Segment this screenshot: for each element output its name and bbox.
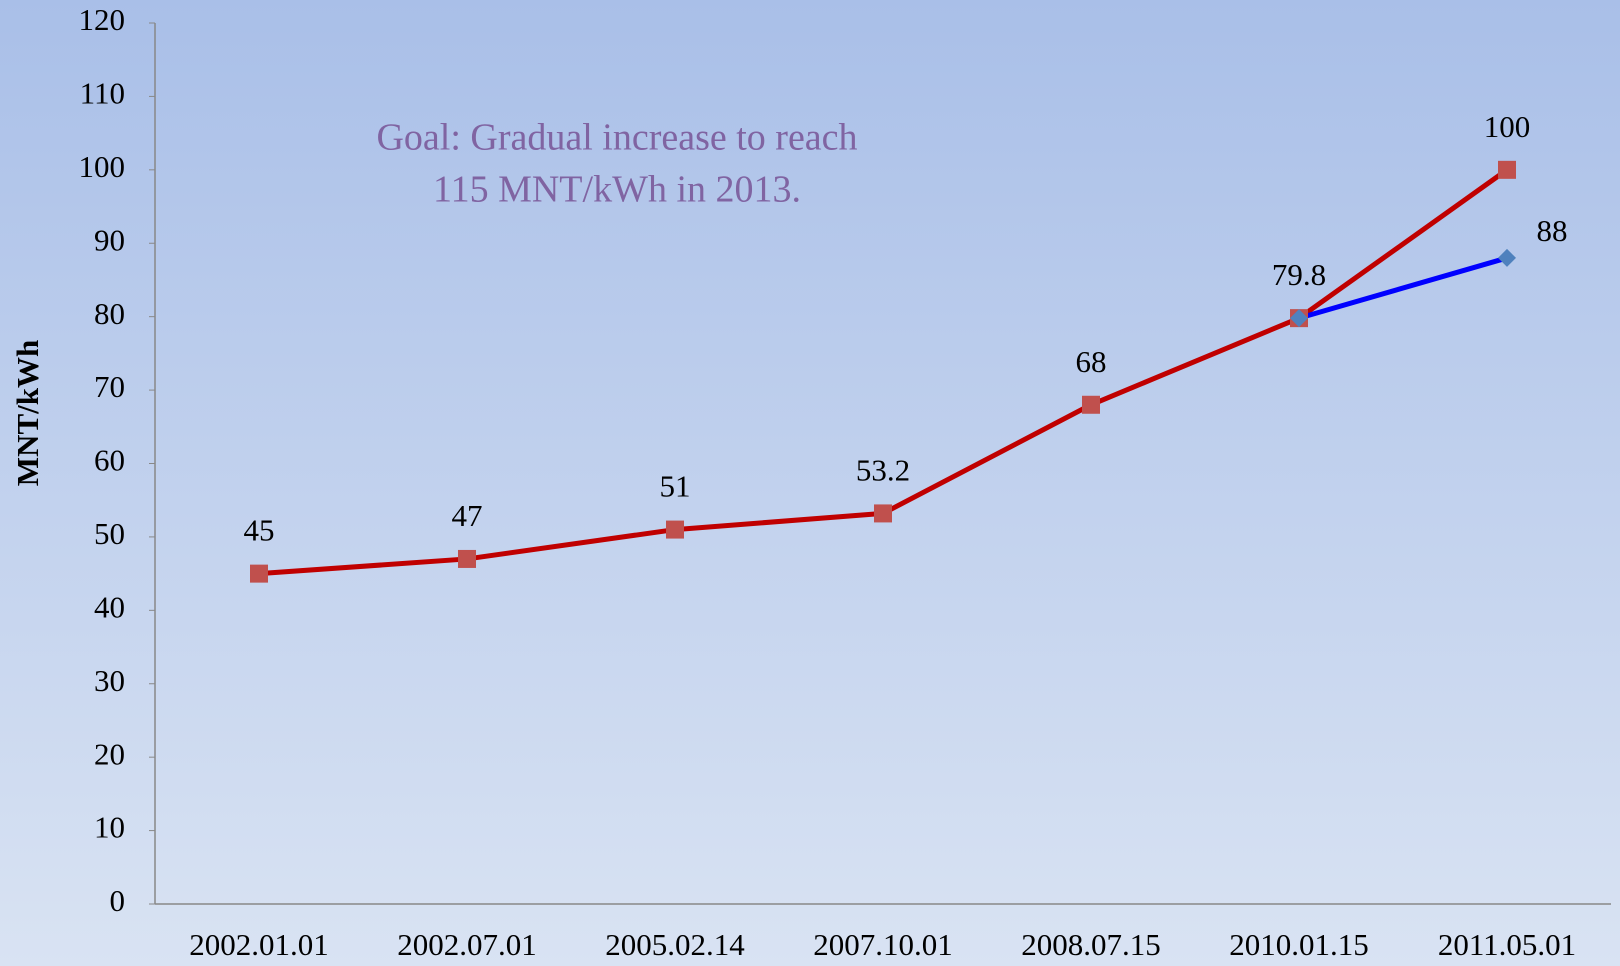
annotation: Goal: Gradual increase to reach bbox=[376, 117, 857, 159]
marker bbox=[666, 520, 684, 539]
annotation: 115 MNT/kWh in 2013. bbox=[433, 169, 801, 211]
data-label: 100 bbox=[1484, 109, 1531, 144]
y-tick-label: 80 bbox=[94, 296, 125, 331]
marker bbox=[1290, 309, 1308, 328]
x-tick-label: 2007.10.01 bbox=[813, 927, 953, 962]
y-tick-label: 60 bbox=[94, 443, 125, 478]
y-tick-label: 100 bbox=[79, 149, 126, 184]
y-axis-label: MNT/kWh bbox=[10, 340, 45, 486]
y-tick-label: 70 bbox=[94, 369, 125, 404]
x-tick-label: 2002.07.01 bbox=[397, 927, 537, 962]
data-label: 68 bbox=[1076, 344, 1107, 379]
y-tick-label: 0 bbox=[110, 883, 126, 918]
marker bbox=[1498, 160, 1516, 179]
x-tick-label: 2008.07.15 bbox=[1021, 927, 1161, 962]
y-tick-label: 30 bbox=[94, 663, 125, 698]
y-tick-label: 120 bbox=[79, 2, 126, 37]
x-tick-label: 2010.01.15 bbox=[1229, 927, 1369, 962]
series-line bbox=[1298, 255, 1508, 321]
data-label: 79.8 bbox=[1272, 257, 1326, 292]
marker bbox=[458, 549, 476, 568]
marker bbox=[874, 504, 892, 523]
y-tick-label: 90 bbox=[94, 222, 125, 257]
y-tick-label: 50 bbox=[94, 516, 125, 551]
x-tick-label: 2011.05.01 bbox=[1438, 927, 1576, 962]
y-tick-label: 10 bbox=[94, 810, 125, 845]
y-tick-label: 110 bbox=[80, 76, 125, 111]
x-tick-label: 2005.02.14 bbox=[605, 927, 745, 962]
y-tick-label: 20 bbox=[94, 736, 125, 771]
marker bbox=[250, 564, 268, 583]
marker bbox=[1082, 395, 1100, 414]
marker bbox=[1498, 248, 1516, 267]
data-label: 51 bbox=[660, 469, 691, 504]
data-label: 47 bbox=[452, 498, 483, 533]
data-label: 45 bbox=[244, 513, 275, 548]
y-tick-label: 40 bbox=[94, 589, 125, 624]
data-label: 53.2 bbox=[856, 453, 910, 488]
data-label: 88 bbox=[1537, 213, 1568, 248]
x-tick-label: 2002.01.01 bbox=[189, 927, 329, 962]
